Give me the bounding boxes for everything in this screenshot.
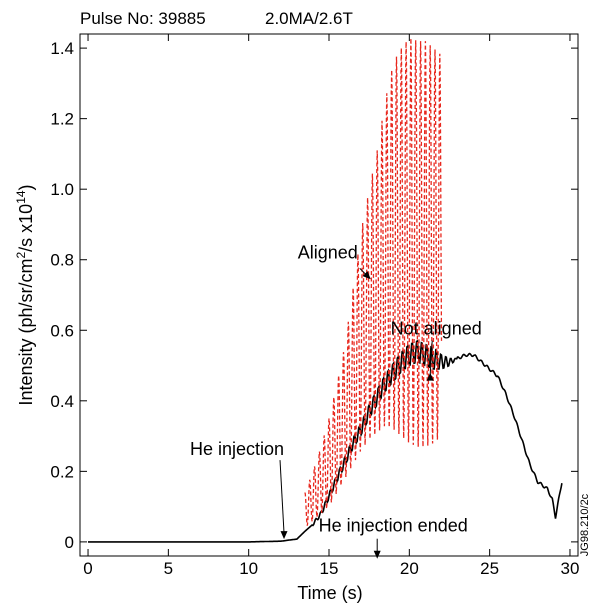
y-axis: 0 0.2 0.4 0.6 0.8 1.0 1.2 1.4 — [50, 39, 578, 552]
figure-code: JG98.210/2c — [579, 493, 591, 556]
y-title-part-2: /s x10 — [16, 204, 36, 252]
x-tick-label: 0 — [83, 559, 92, 578]
params-label: 2.0MA/2.6T — [265, 9, 353, 28]
he-injection-ended-arrow-head — [373, 550, 381, 559]
y-axis-title: Intensity (ph/sr/cm2/s x1014) — [14, 184, 36, 405]
annotation-label: He injection ended — [319, 516, 468, 536]
y-tick-label: 1.0 — [50, 180, 74, 199]
x-tick-label: 25 — [480, 559, 499, 578]
x-tick-label: 5 — [164, 559, 173, 578]
y-tick-label: 0.4 — [50, 392, 74, 411]
x-tick-label: 10 — [239, 559, 258, 578]
y-title-part-3: ) — [16, 184, 36, 190]
y-title-part-1: Intensity (ph/sr/cm — [16, 259, 36, 406]
aligned-arrow-head — [362, 271, 371, 280]
annotation-layer: Aligned Not aligned He injection He injecti… — [190, 242, 482, 559]
series-aligned-line — [304, 38, 443, 526]
y-title-sup-1: 2 — [14, 252, 28, 259]
y-title-sup-2: 14 — [14, 190, 28, 204]
pulse-label: Pulse No: 39885 — [80, 9, 206, 28]
series-layer — [88, 38, 563, 543]
y-tick-label: 0.6 — [50, 321, 74, 340]
y-tick-label: 0.2 — [50, 462, 74, 481]
x-tick-label: 30 — [561, 559, 580, 578]
he-injection-arrow-line — [279, 460, 285, 534]
x-axis: 0 5 10 15 20 25 30 — [83, 34, 579, 578]
plot-frame — [79, 33, 579, 557]
x-tick-label: 15 — [320, 559, 339, 578]
y-tick-label: 1.2 — [50, 110, 74, 129]
annotation-label: He injection — [190, 439, 284, 459]
x-tick-label: 20 — [400, 559, 419, 578]
annotation-label: Aligned — [298, 242, 358, 262]
x-axis-title: Time (s) — [297, 583, 362, 603]
not-aligned-arrow-line — [429, 340, 433, 375]
y-tick-label: 0.8 — [50, 251, 74, 270]
series-not-aligned-line — [88, 339, 563, 543]
y-tick-label: 0 — [65, 533, 74, 552]
he-injection-arrow-head — [280, 531, 288, 540]
annotation-label: Not aligned — [391, 319, 482, 339]
y-tick-label: 1.4 — [50, 39, 74, 58]
not-aligned-arrow-head — [426, 372, 434, 381]
